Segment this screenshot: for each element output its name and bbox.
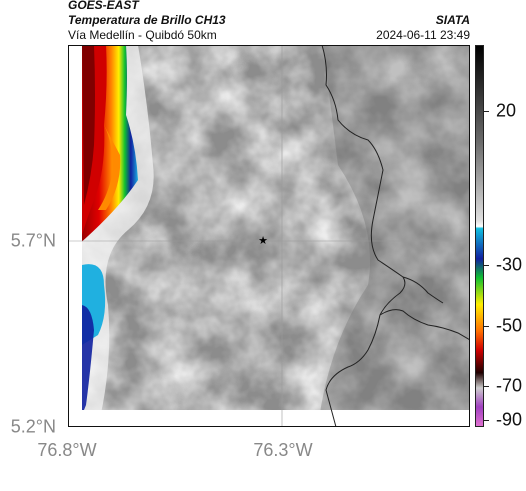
colorbar-label-neg70: -70 bbox=[496, 375, 523, 396]
source-label: SIATA bbox=[435, 13, 470, 27]
datetime-label: 2024-06-11 23:49 bbox=[376, 28, 470, 42]
lat-label-5-7: 5.7°N bbox=[10, 230, 56, 251]
colorbar-tick bbox=[484, 420, 489, 421]
lon-label-76-3: 76.3°W bbox=[253, 440, 313, 460]
route-subtitle: Vía Medellín - Quibdó 50km bbox=[68, 28, 217, 42]
satellite-map: ★ bbox=[68, 45, 470, 427]
star-icon: ★ bbox=[258, 235, 268, 247]
colorbar-label-neg50: -50 bbox=[496, 315, 523, 336]
colorbar-tick bbox=[484, 326, 489, 327]
boundary-line bbox=[321, 45, 406, 427]
colorbar-tick bbox=[484, 265, 489, 266]
satellite-title: GOES-EAST bbox=[68, 0, 139, 12]
colorbar bbox=[475, 45, 484, 427]
colorbar-tick bbox=[484, 111, 489, 112]
colorbar-label-neg30: -30 bbox=[496, 254, 523, 275]
colorbar-label-neg90: -90 bbox=[496, 409, 523, 430]
lat-label-5-2: 5.2°N bbox=[10, 416, 56, 437]
product-title: Temperatura de Brillo CH13 bbox=[68, 13, 226, 27]
lon-label-76-8: 76.8°W bbox=[37, 440, 97, 460]
colorbar-tick bbox=[484, 386, 489, 387]
colorbar-label-20: 20 bbox=[496, 100, 517, 121]
